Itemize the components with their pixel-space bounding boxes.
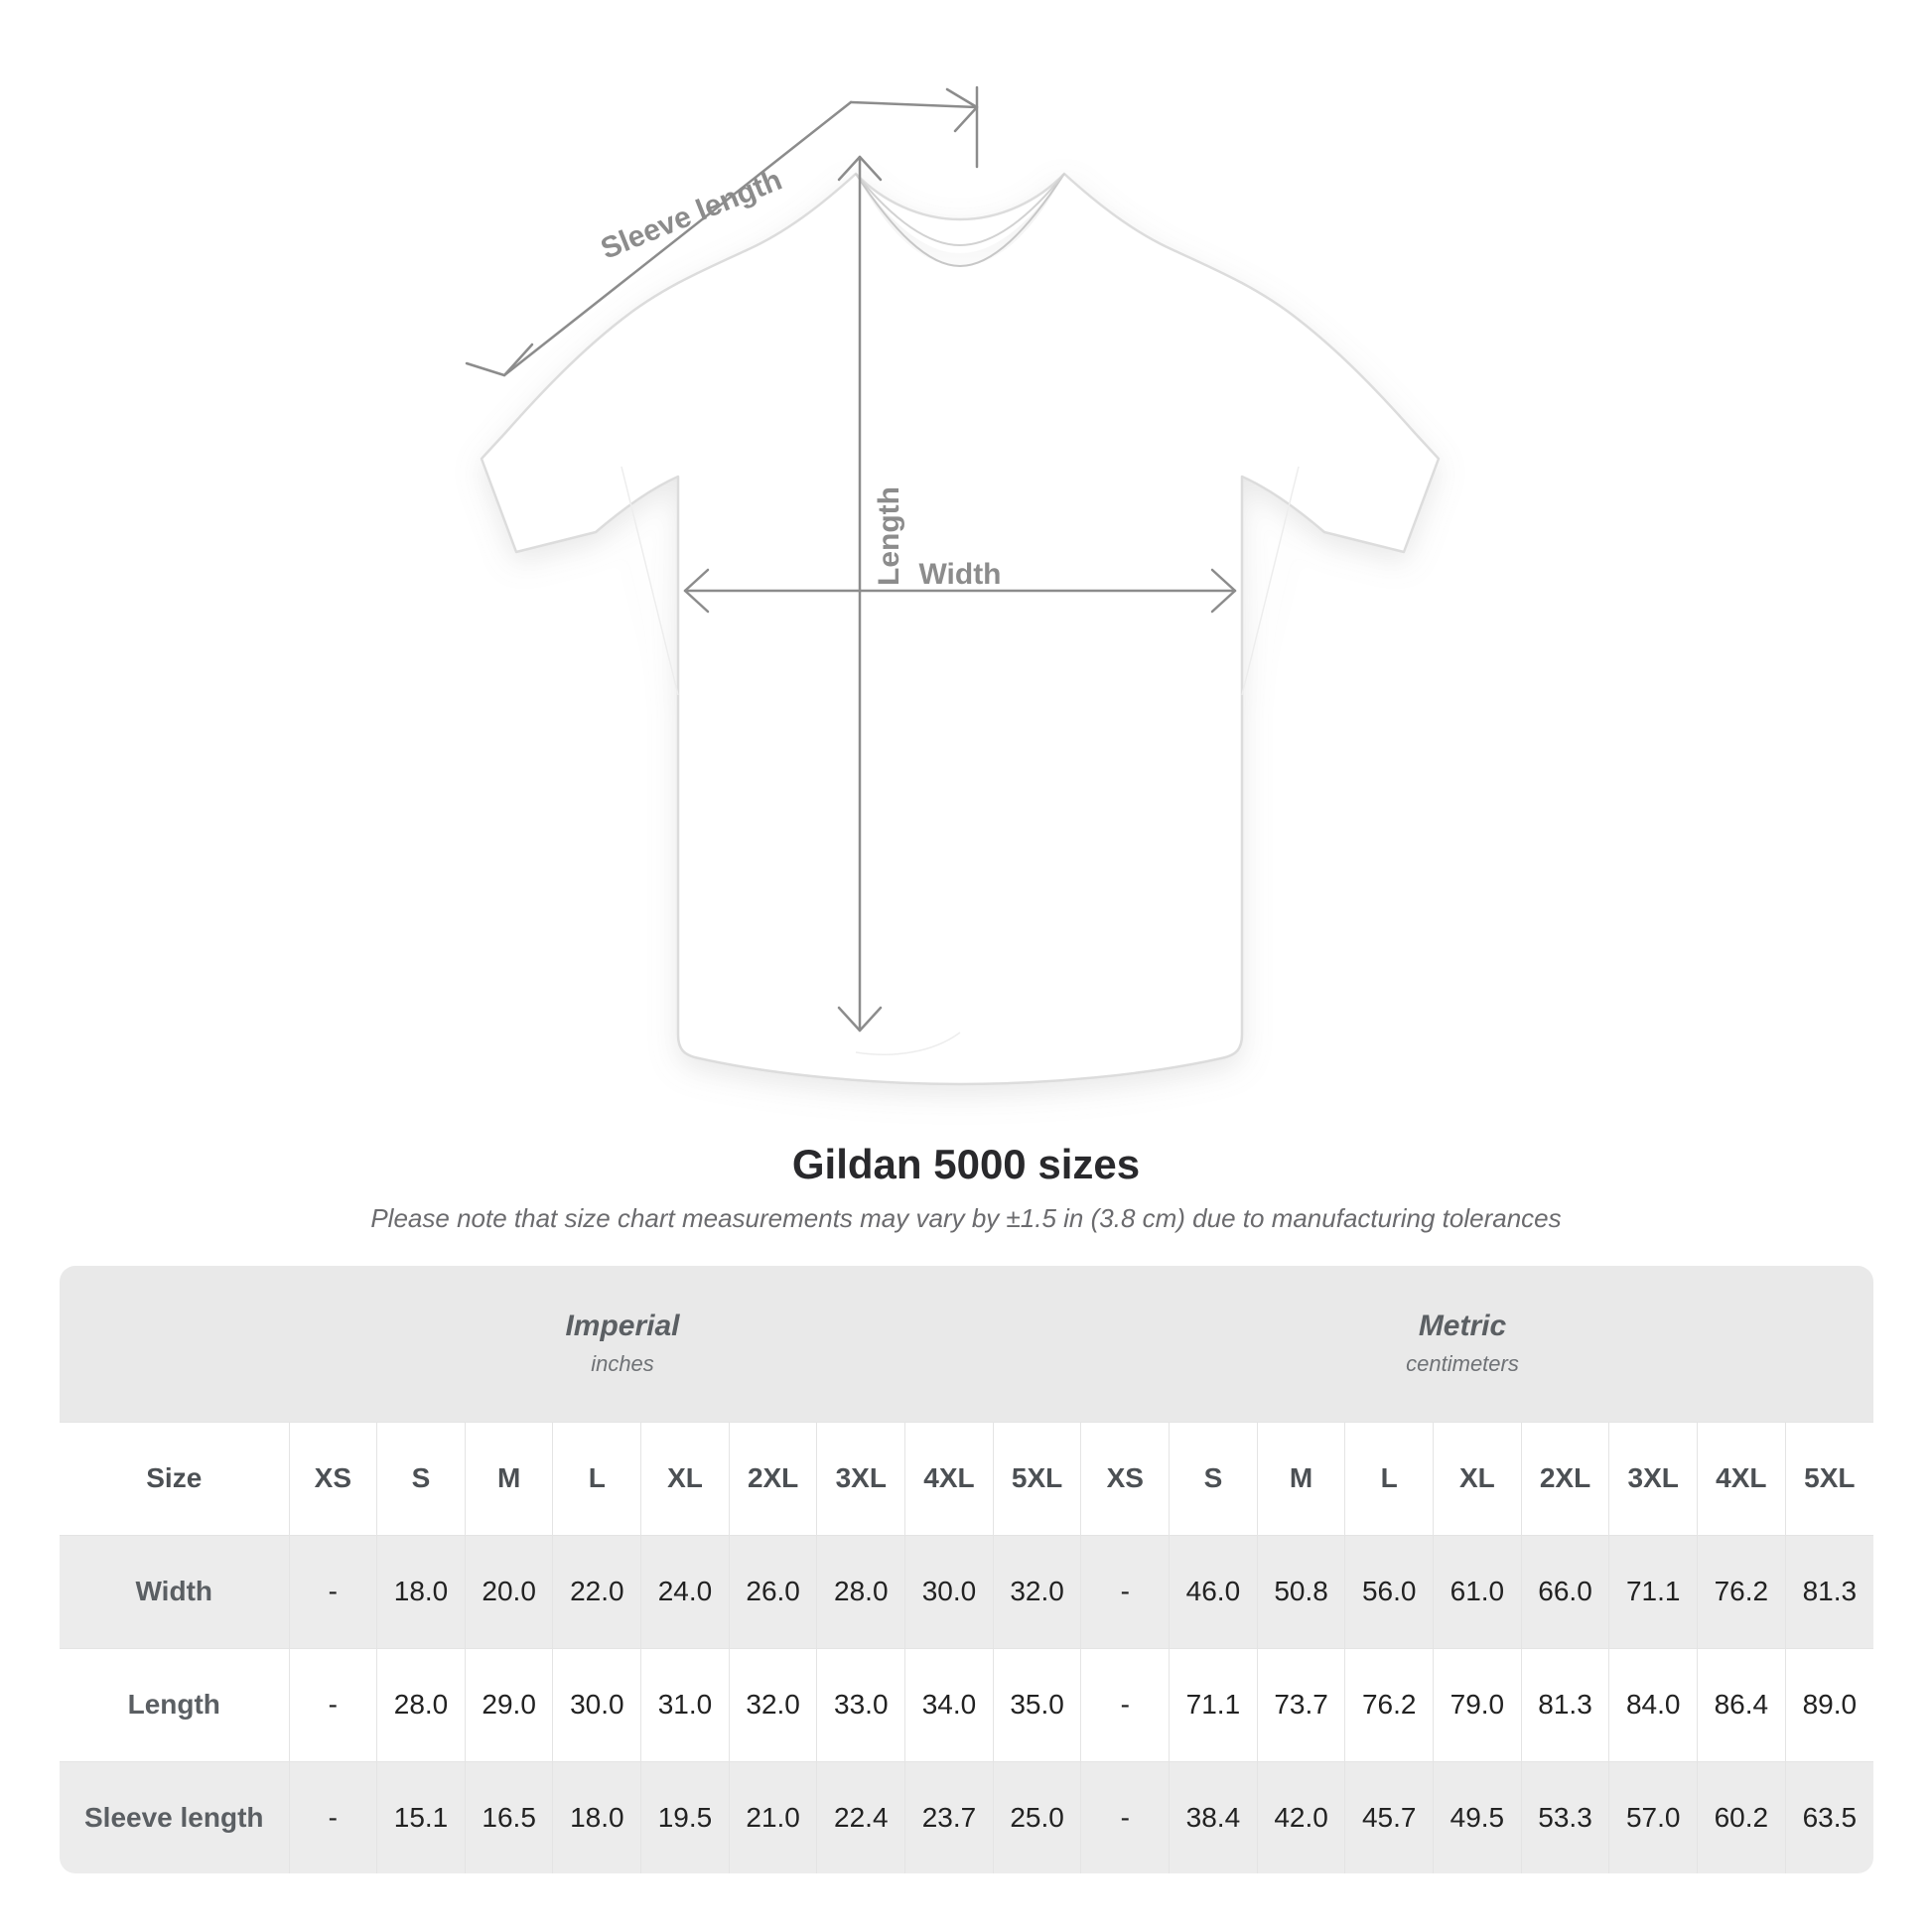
svg-text:Length: Length [873, 486, 905, 586]
svg-text:Width: Width [918, 558, 1001, 591]
